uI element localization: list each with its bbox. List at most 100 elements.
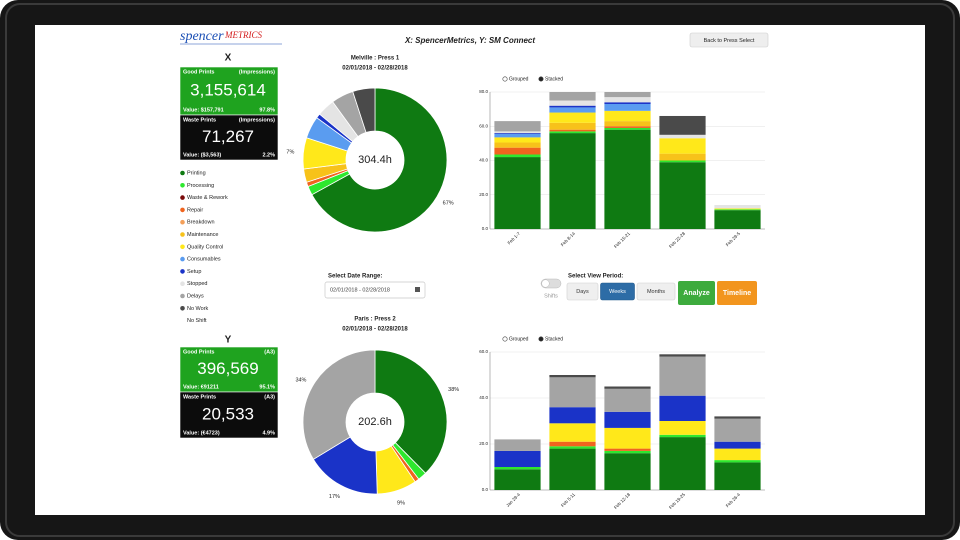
bezel-rim [5, 3, 955, 537]
bar-segment [659, 153, 706, 161]
pie-subtitle: 02/01/2018 - 02/28/2018 [342, 66, 408, 72]
pie-value-label: 34% [295, 378, 306, 384]
bar-segment [604, 110, 651, 122]
legend-marker [180, 195, 185, 200]
legend-marker [180, 256, 185, 262]
bar-segment [714, 205, 761, 209]
bar-segment [494, 154, 541, 158]
bar-segment [549, 133, 596, 229]
waste-unit: (A3) [264, 394, 275, 400]
waste-count: 71,267 [202, 127, 254, 146]
good-value: Value: $157,791 [183, 107, 224, 113]
pie-value-label: 38% [448, 387, 459, 393]
bar-segment [604, 411, 651, 428]
bar-segment [659, 138, 706, 154]
mode-label: Stacked [545, 76, 563, 82]
good-percent: 95.1% [259, 384, 275, 390]
bar-segment [604, 448, 651, 451]
y-tick-label: 20.0 [479, 192, 488, 197]
legend-label: Processing [187, 183, 214, 189]
bar-segment [549, 423, 596, 442]
legend-marker [180, 306, 185, 311]
view-period-label: Select View Period: [568, 274, 623, 280]
bar-segment [494, 137, 541, 143]
period-button-label: Months [647, 289, 665, 295]
legend-marker [180, 207, 185, 213]
mode-label: Grouped [509, 336, 529, 342]
bar-segment [659, 162, 706, 229]
bar-segment [604, 129, 651, 229]
bar-segment [549, 375, 596, 378]
bar-segment [659, 356, 706, 396]
period-button-label: Weeks [609, 289, 626, 295]
legend-label: Stopped [187, 281, 208, 287]
logo-accent: METRICS [224, 30, 262, 40]
bar-segment [714, 460, 761, 463]
legend-label: Maintenance [187, 232, 219, 238]
bar-segment [549, 122, 596, 130]
waste-label: Waste Prints [183, 394, 216, 400]
legend-label: Waste & Rework [187, 195, 228, 201]
bar-segment [494, 131, 541, 134]
bar-segment [714, 210, 761, 229]
panel-heading: Y [225, 335, 232, 346]
mode-radio[interactable] [502, 336, 508, 342]
back-button[interactable] [689, 32, 769, 48]
back-button-label: Back to Press Select [704, 38, 755, 44]
date-range-input[interactable] [324, 281, 426, 299]
bar-segment [549, 112, 596, 123]
bar-segment [494, 133, 541, 134]
bar-segment [494, 147, 541, 155]
good-unit: (Impressions) [239, 69, 275, 75]
bar-segment [714, 441, 761, 449]
waste-label: Waste Prints [183, 117, 216, 123]
timeline-button[interactable] [717, 281, 757, 305]
bar-segment [549, 407, 596, 424]
analyze-button[interactable] [678, 281, 715, 305]
bar-segment [549, 446, 596, 449]
legend-marker [180, 219, 185, 225]
mode-radio[interactable] [502, 76, 508, 82]
mode-radio[interactable] [538, 76, 544, 82]
period-button-label: Days [576, 289, 589, 295]
mode-label: Grouped [509, 76, 529, 82]
waste-percent: 2.2% [262, 152, 275, 158]
bar-segment [549, 131, 596, 134]
bar-segment [659, 134, 706, 139]
page-title: X: SpencerMetrics, Y: SM Connect [404, 36, 535, 45]
bar-segment [659, 437, 706, 490]
mode-radio[interactable] [538, 336, 544, 342]
bar-segment [549, 441, 596, 447]
bar-segment [714, 208, 761, 210]
bar-segment [604, 427, 651, 449]
panel-heading: X [225, 53, 232, 64]
pie-value-label: 9% [397, 500, 405, 506]
legend-label: Consumables [187, 257, 221, 263]
bar-segment [714, 418, 761, 442]
bar-segment [549, 107, 596, 113]
shifts-label: Shifts [544, 293, 558, 299]
bar-segment [494, 439, 541, 451]
bar-segment [659, 395, 706, 421]
bar-segment [604, 453, 651, 490]
period-button[interactable] [566, 282, 599, 301]
good-count: 3,155,614 [190, 80, 266, 99]
calendar-icon [415, 287, 420, 292]
period-button[interactable] [600, 282, 635, 301]
toggle-knob [541, 279, 550, 288]
bar-segment [659, 115, 706, 135]
good-prints-box [179, 66, 279, 116]
waste-percent: 4.9% [262, 430, 275, 436]
bar-segment [714, 416, 761, 419]
legend-marker [180, 183, 185, 188]
bar-segment [604, 102, 651, 104]
y-tick-label: 60.0 [479, 123, 488, 128]
pie-title: Melville : Press 1 [351, 56, 400, 62]
good-label: Good Prints [183, 69, 214, 75]
date-range-label: Select Date Range: [328, 274, 382, 280]
period-button[interactable] [636, 282, 676, 301]
bar-segment [549, 92, 596, 101]
bar-segment [714, 209, 761, 211]
good-label: Good Prints [183, 349, 214, 355]
